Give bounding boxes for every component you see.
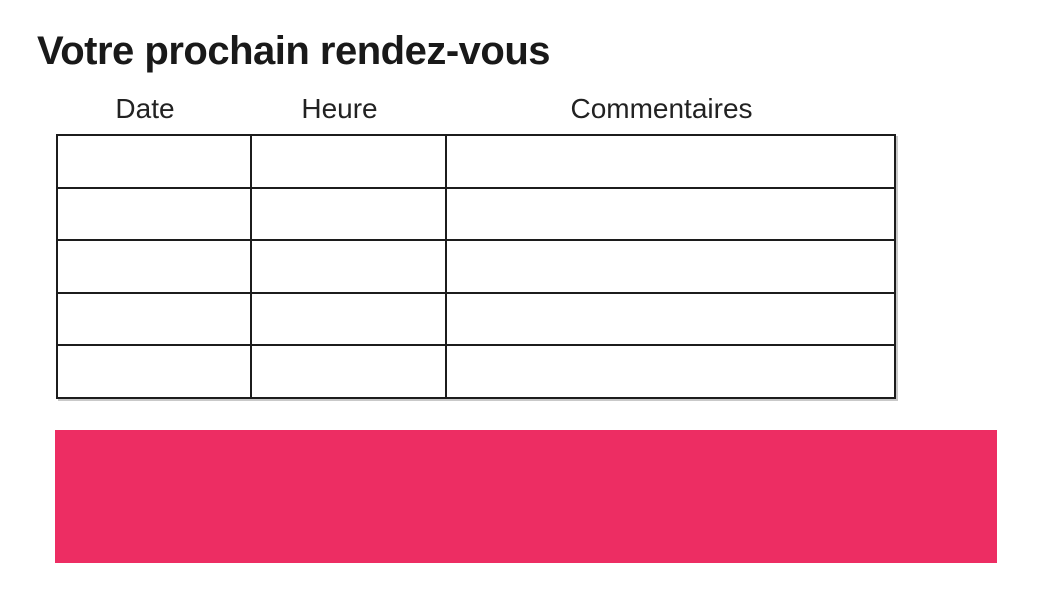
table-cell[interactable]	[250, 186, 447, 241]
table-cell[interactable]	[445, 134, 896, 189]
table-cell[interactable]	[445, 239, 896, 294]
table-column-headers: Date Heure Commentaires	[48, 92, 886, 126]
table-cell[interactable]	[445, 186, 896, 241]
page-title: Votre prochain rendez-vous	[37, 29, 551, 73]
table-row	[56, 291, 896, 346]
table-row	[56, 239, 896, 294]
column-header-date: Date	[115, 93, 175, 124]
appointments-table	[56, 134, 896, 399]
table-row	[56, 344, 896, 399]
table-cell[interactable]	[56, 291, 252, 346]
table-cell[interactable]	[56, 186, 252, 241]
table-row	[56, 186, 896, 241]
table-row	[56, 134, 896, 189]
table-cell[interactable]	[250, 134, 447, 189]
column-header-heure: Heure	[301, 93, 378, 124]
table-cell[interactable]	[56, 344, 252, 399]
column-header-commentaires: Commentaires	[570, 93, 753, 124]
table-cell[interactable]	[445, 344, 896, 399]
table-cell[interactable]	[56, 134, 252, 189]
highlight-banner	[55, 430, 997, 563]
table-cell[interactable]	[56, 239, 252, 294]
table-cell[interactable]	[250, 344, 447, 399]
table-cell[interactable]	[250, 291, 447, 346]
appointments-table-body	[56, 134, 896, 399]
table-cell[interactable]	[250, 239, 447, 294]
table-cell[interactable]	[445, 291, 896, 346]
